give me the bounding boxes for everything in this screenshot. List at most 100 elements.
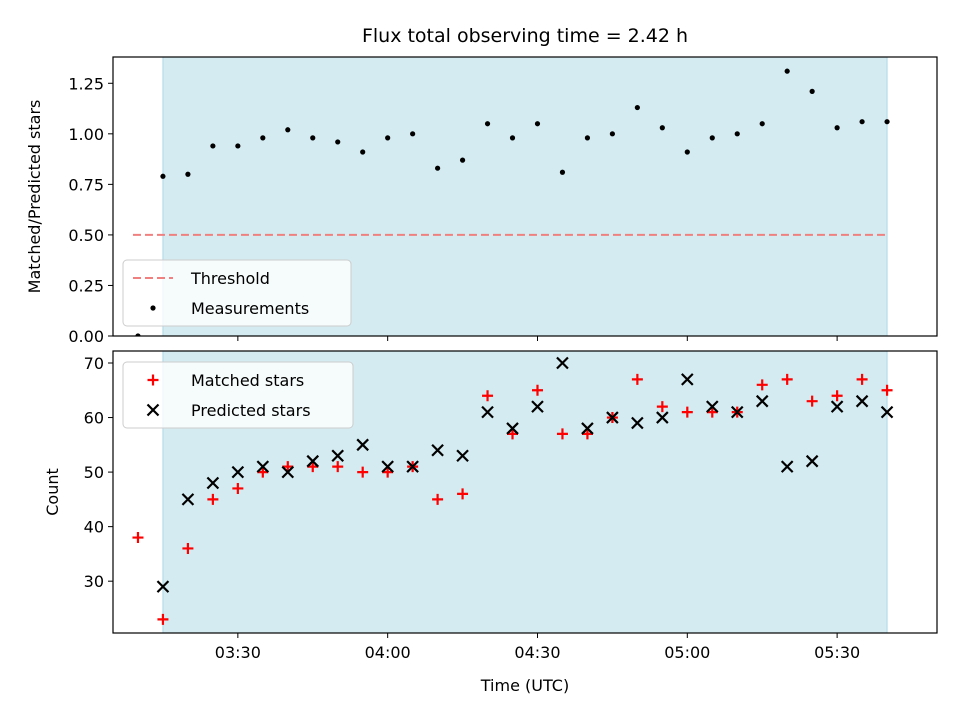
y-tick-label: 50 <box>84 463 104 482</box>
y-tick-label: 60 <box>84 409 104 428</box>
measurement-point <box>135 333 141 336</box>
measurement-point <box>709 135 715 141</box>
y-axis-label: Matched/Predicted stars <box>25 100 44 294</box>
measurement-point <box>509 135 516 141</box>
measurement-point <box>210 143 216 149</box>
measurement-point <box>260 135 266 141</box>
matched-stars-point <box>856 373 868 385</box>
predicted-stars-point <box>306 454 320 468</box>
predicted-stars-point <box>456 449 469 463</box>
predicted-stars-point <box>181 493 195 506</box>
predicted-stars-point <box>705 400 719 413</box>
measurement-point <box>809 88 815 94</box>
matched-stars-point <box>432 493 444 505</box>
matched-stars-point <box>282 461 294 473</box>
legend-label: Predicted stars <box>191 401 311 420</box>
measurement-point <box>185 171 191 177</box>
predicted-stars-point <box>256 460 270 473</box>
predicted-stars-point <box>381 460 394 473</box>
matched-stars-point <box>531 384 543 396</box>
legend-box <box>122 361 354 429</box>
x-tick-label: 05:30 <box>814 643 860 662</box>
measurement-point <box>335 139 341 145</box>
legend-label: Matched stars <box>191 371 304 390</box>
predicted-stars-point <box>206 476 220 490</box>
measurement-point <box>459 157 466 163</box>
measurement-point <box>759 121 765 127</box>
legend-label: Measurements <box>191 299 309 318</box>
legend: Matched stars Predicted stars <box>122 361 354 429</box>
predicted-stars-point <box>156 580 170 593</box>
predicted-stars-point <box>730 405 744 419</box>
predicted-stars-point <box>830 400 844 413</box>
predicted-stars-point <box>855 394 869 408</box>
predicted-stars-point <box>631 416 644 430</box>
measurement-point <box>435 165 441 171</box>
matched-stars-point <box>457 488 469 500</box>
measurement-point <box>609 131 615 137</box>
y-tick-label: 1.25 <box>68 74 104 93</box>
measurement-point <box>484 121 491 127</box>
measurement-point <box>410 131 416 137</box>
measurement-point <box>160 173 166 179</box>
bottom-panel: 30 40 50 60 70 03:30 04:00 04:30 05:00 05:30 Count… <box>43 350 938 662</box>
matched-stars-point <box>332 461 344 473</box>
y-tick-label: 1.00 <box>68 125 104 144</box>
measurement-point <box>235 143 241 149</box>
predicted-stars-point <box>581 422 594 435</box>
matched-stars-point <box>132 532 144 544</box>
x-tick-label: 03:30 <box>215 643 261 662</box>
matched-stars-point <box>507 428 519 440</box>
matched-stars-point <box>756 379 768 391</box>
predicted-stars-point <box>780 460 794 473</box>
predicted-stars-point <box>681 373 694 386</box>
legend: Threshold Measurements <box>122 259 352 327</box>
measurement-point <box>385 135 391 141</box>
matched-stars-point <box>556 428 568 440</box>
matched-stars-point <box>881 384 893 396</box>
legend-matched-handle <box>147 374 159 386</box>
x-tick-label: 04:30 <box>514 643 560 662</box>
measurement-point <box>559 169 566 175</box>
predicted-stars-point <box>406 460 419 473</box>
axes-frame <box>112 56 938 337</box>
legend-predicted-handle <box>146 403 160 417</box>
matched-stars-point <box>482 390 494 402</box>
predicted-stars-point <box>656 411 669 424</box>
x-tick-label: 04:00 <box>365 643 411 662</box>
measurement-point <box>534 121 541 127</box>
measurement-point <box>310 135 316 141</box>
y-tick-label: 0.00 <box>68 327 104 346</box>
matched-stars-point <box>307 461 319 473</box>
predicted-stars-point <box>531 400 544 413</box>
matched-stars-point <box>232 482 244 494</box>
measurement-point <box>884 119 890 125</box>
top-panel: 0.00 0.25 0.50 0.75 1.00 1.25 Matched/Predicte… <box>25 56 938 346</box>
legend-box <box>122 259 352 327</box>
predicted-stars-point <box>755 394 769 408</box>
predicted-stars-point <box>606 411 619 424</box>
predicted-stars-point <box>556 356 569 370</box>
measurement-point <box>684 149 690 155</box>
predicted-stars-point <box>431 443 444 457</box>
matched-stars-point <box>357 466 369 478</box>
matched-stars-point <box>182 542 194 554</box>
matched-stars-point <box>257 466 269 478</box>
measurement-point <box>634 104 640 111</box>
y-tick-label: 30 <box>84 572 104 591</box>
matched-stars-point <box>706 406 718 418</box>
measurement-point <box>285 127 291 133</box>
measurement-point <box>584 135 591 141</box>
matched-stars-point <box>581 428 593 440</box>
matched-stars-point <box>656 401 668 413</box>
chart-title: Flux total observing time = 2.42 h <box>362 25 688 47</box>
y-tick-label: 0.75 <box>68 175 104 194</box>
x-axis-label: Time (UTC) <box>480 676 569 695</box>
predicted-stars-point <box>506 422 519 435</box>
x-tick-label: 05:00 <box>664 643 710 662</box>
matched-stars-point <box>681 406 693 418</box>
axes-frame <box>112 350 938 634</box>
measurement-point <box>360 149 366 155</box>
matched-stars-point <box>806 395 818 407</box>
y-tick-label: 70 <box>84 354 104 373</box>
